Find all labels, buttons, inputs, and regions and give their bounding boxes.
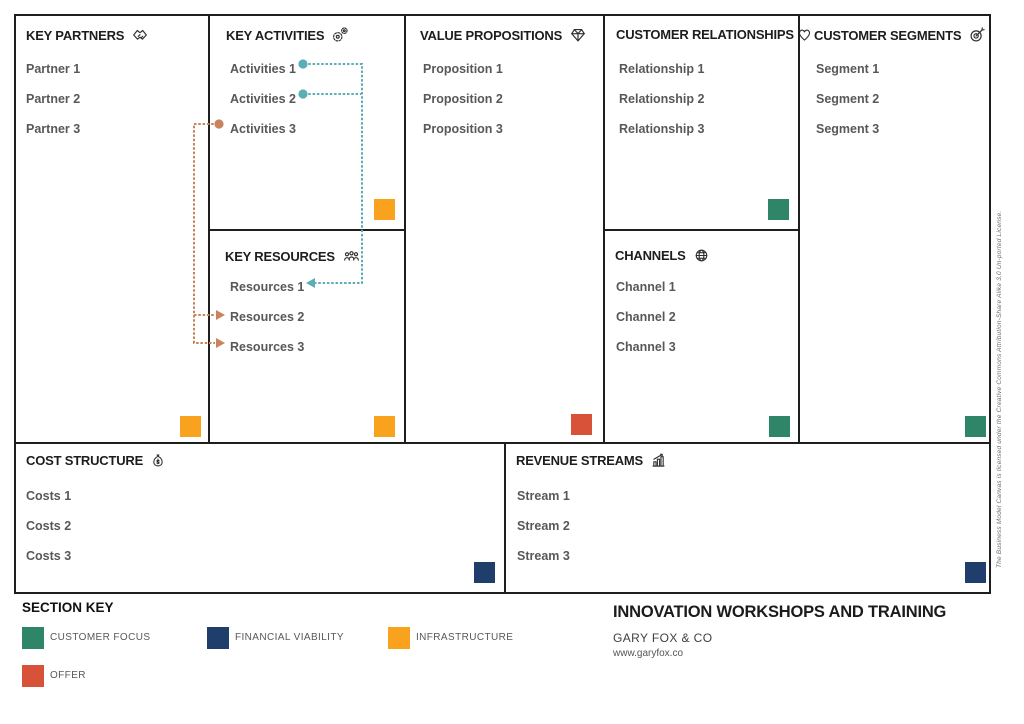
infrastructure-tag: [180, 416, 201, 437]
revenue-streams-box: REVENUE STREAMS Stream 1 Stream 2 Stream…: [504, 442, 991, 594]
legend-label: FINANCIAL VIABILITY: [235, 632, 344, 643]
list-item: Partner 1: [26, 62, 81, 76]
legend-label: CUSTOMER FOCUS: [50, 632, 151, 643]
infrastructure-tag: [374, 199, 395, 220]
moneybag-icon: [153, 454, 163, 467]
list-item: Channel 3: [616, 340, 676, 354]
infrastructure-swatch: [388, 627, 410, 649]
customer-focus-swatch: [22, 627, 44, 649]
list-item: Activities 2: [230, 92, 297, 106]
list-item: Channel 1: [616, 280, 676, 294]
list-item: Proposition 1: [423, 62, 503, 76]
legend-label: INFRASTRUCTURE: [416, 632, 514, 643]
channels-title: CHANNELS: [615, 248, 686, 263]
financial-viability-tag: [965, 562, 986, 583]
list-item: Resources 1: [230, 280, 305, 294]
customer-segments-title: CUSTOMER SEGMENTS: [814, 27, 962, 43]
customer-segments-box: CUSTOMER SEGMENTS Segment 1 Segment 2 Se…: [798, 14, 991, 444]
key-partners-title: KEY PARTNERS: [26, 27, 125, 43]
financial-viability-swatch: [207, 627, 229, 649]
gem-icon: [571, 29, 585, 42]
offer-swatch: [22, 665, 44, 687]
list-item: Relationship 1: [619, 62, 705, 76]
list-item: Costs 1: [26, 489, 72, 503]
list-item: Stream 2: [517, 519, 570, 533]
people-icon: [343, 251, 359, 261]
globe-icon: [695, 249, 707, 262]
chart-icon: [652, 453, 665, 467]
list-item: Segment 2: [816, 92, 880, 106]
value-propositions-box: VALUE PROPOSITIONS Proposition 1 Proposi…: [404, 14, 605, 444]
list-item: Segment 3: [816, 122, 880, 136]
list-item: Resources 2: [230, 310, 305, 324]
list-item: Partner 3: [26, 122, 81, 136]
channels-box: CHANNELS Channel 1 Channel 2 Channel 3: [603, 229, 800, 444]
footer-company: GARY FOX & CO: [613, 631, 713, 645]
list-item: Relationship 3: [619, 122, 705, 136]
customer-focus-tag: [769, 416, 790, 437]
list-item: Relationship 2: [619, 92, 705, 106]
cost-structure-box: COST STRUCTURE Costs 1 Costs 2 Costs 3: [14, 442, 506, 594]
target-icon: [970, 27, 986, 42]
handshake-icon: [133, 29, 148, 40]
offer-tag: [571, 414, 592, 435]
footer-heading: INNOVATION WORKSHOPS AND TRAINING: [613, 603, 947, 621]
value-propositions-title: VALUE PROPOSITIONS: [420, 27, 563, 43]
list-item: Activities 3: [230, 122, 297, 136]
list-item: Partner 2: [26, 92, 81, 106]
list-item: Proposition 3: [423, 122, 503, 136]
list-item: Resources 3: [230, 340, 305, 354]
gears-icon: [333, 27, 348, 42]
key-resources-title: KEY RESOURCES: [225, 248, 335, 264]
list-item: Segment 1: [816, 62, 880, 76]
customer-relationships-title: CUSTOMER RELATIONSHIPS: [616, 27, 794, 42]
list-item: Stream 1: [517, 489, 570, 503]
license-text: The Business Model Canvas is licensed un…: [996, 210, 1003, 568]
customer-focus-tag: [965, 416, 986, 437]
list-item: Channel 2: [616, 310, 676, 324]
list-item: Proposition 2: [423, 92, 503, 106]
infrastructure-tag: [374, 416, 395, 437]
revenue-streams-title: REVENUE STREAMS: [516, 453, 644, 468]
list-item: Stream 3: [517, 549, 570, 563]
key-resources-box: KEY RESOURCES Resources 1 Resources 2 Re…: [208, 229, 406, 444]
customer-focus-tag: [768, 199, 789, 220]
list-item: Activities 1: [230, 62, 297, 76]
section-key-title: SECTION KEY: [22, 600, 114, 615]
legend-label: OFFER: [50, 670, 86, 681]
list-item: Costs 2: [26, 519, 72, 533]
cost-structure-title: COST STRUCTURE: [26, 453, 144, 468]
financial-viability-tag: [474, 562, 495, 583]
footer-website: www.garyfox.co: [613, 648, 684, 659]
key-partners-box: KEY PARTNERS Partner 1 Partner 2 Partner…: [14, 14, 210, 444]
key-activities-title: KEY ACTIVITIES: [226, 27, 325, 43]
list-item: Costs 3: [26, 549, 72, 563]
